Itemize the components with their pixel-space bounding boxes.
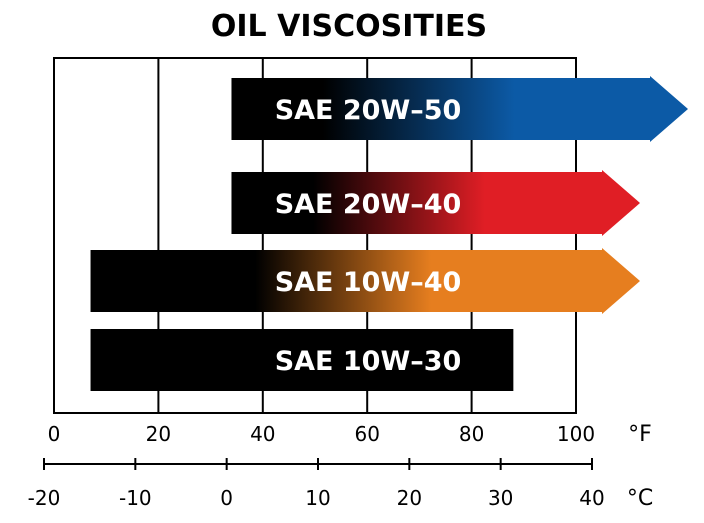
plot-frame (53, 57, 577, 414)
f-tick-label: 80 (459, 422, 484, 446)
c-tick-label: 40 (579, 486, 604, 510)
c-tick-label: 20 (397, 486, 422, 510)
fahrenheit-axis: 0 20 40 60 80 100 (48, 422, 595, 446)
bar-sae-20w-50 (231, 76, 689, 142)
f-tick-label: 60 (354, 422, 379, 446)
bar-label: SAE 10W–40 (275, 267, 462, 298)
bar-sae-20w-40 (231, 170, 641, 236)
bars-group: SAE 20W–50 SAE 20W–40 SAE 10W–40 SAE 10W–30 (90, 76, 689, 391)
c-tick-label: 10 (305, 486, 330, 510)
f-tick-label: 40 (250, 422, 275, 446)
c-tick-label: -20 (28, 486, 61, 510)
bar-label: SAE 20W–50 (275, 95, 462, 126)
bar-sae-10w-30 (90, 329, 514, 391)
f-tick-label: 100 (557, 422, 595, 446)
f-tick-label: 0 (48, 422, 61, 446)
celsius-unit-label: °C (627, 486, 653, 511)
f-tick-label: 20 (146, 422, 171, 446)
bar-sae-10w-40 (90, 248, 641, 314)
celsius-axis: -20 -10 0 10 20 30 40 (28, 458, 605, 510)
bar-label: SAE 10W–30 (275, 346, 462, 377)
bar-label: SAE 20W–40 (275, 189, 462, 220)
c-tick-label: 30 (488, 486, 513, 510)
fahrenheit-unit-label: °F (628, 422, 652, 447)
c-tick-label: -10 (119, 486, 152, 510)
chart-title: OIL VISCOSITIES (211, 9, 487, 44)
c-tick-label: 0 (220, 486, 233, 510)
